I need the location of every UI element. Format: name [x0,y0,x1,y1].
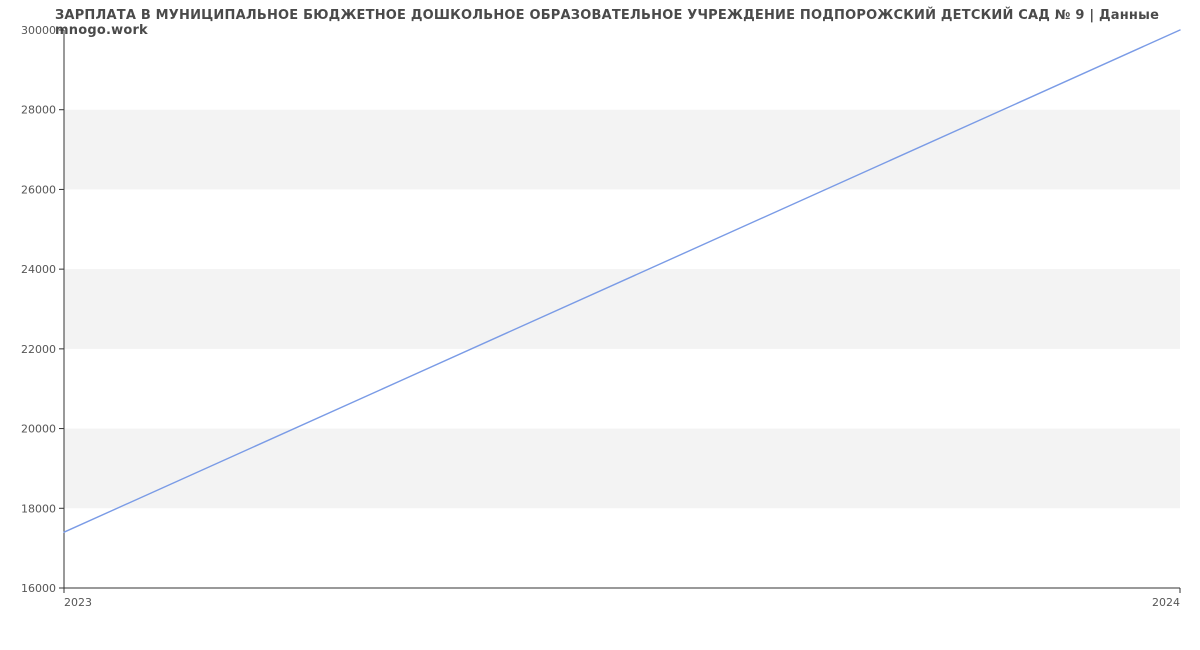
salary-line-chart: ЗАРПЛАТА В МУНИЦИПАЛЬНОЕ БЮДЖЕТНОЕ ДОШКО… [0,0,1200,650]
svg-text:24000: 24000 [21,263,56,276]
svg-text:28000: 28000 [21,104,56,117]
svg-text:30000: 30000 [21,24,56,37]
svg-text:22000: 22000 [21,343,56,356]
svg-text:16000: 16000 [21,582,56,595]
svg-text:2023: 2023 [64,596,92,609]
svg-text:26000: 26000 [21,183,56,196]
svg-text:18000: 18000 [21,502,56,515]
svg-text:2024: 2024 [1152,596,1180,609]
chart-canvas: 16000 18000 20000 22000 24000 26000 28000 30000… [0,0,1200,650]
svg-text:20000: 20000 [21,423,56,436]
